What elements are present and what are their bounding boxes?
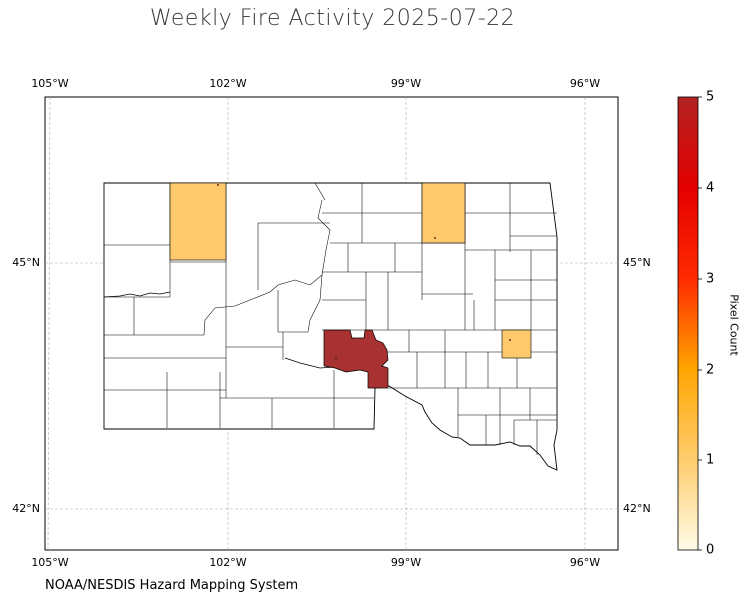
lon-tick-bottom: 105°W: [31, 556, 69, 569]
colorbar-tick: 3: [706, 271, 715, 287]
colorbar-tick: 4: [706, 180, 715, 196]
fire-dot: [217, 184, 219, 186]
colorbar-tick: 2: [706, 362, 715, 378]
colorbar-tick: 5: [706, 89, 715, 105]
lon-tick-bottom: 102°W: [209, 556, 247, 569]
lat-tick-right: 45°N: [623, 256, 651, 269]
colorbar-tick: 0: [706, 542, 715, 558]
lon-tick-bottom: 96°W: [569, 556, 601, 569]
lat-tick-left: 45°N: [12, 256, 40, 269]
fire-dot: [509, 339, 511, 341]
county-east-central-fire: [501, 329, 532, 359]
river-line-south: [284, 357, 336, 369]
colorbar-label: Pixel Count: [727, 294, 741, 356]
fire-dot: [434, 237, 436, 239]
lon-tick-top: 96°W: [569, 77, 601, 90]
county-northwest-fire: [169, 182, 227, 261]
county-north-central-fire: [421, 182, 466, 244]
lon-tick-bottom: 99°W: [390, 556, 422, 569]
colorbar: [677, 96, 699, 551]
colorbar-tickmarks: [698, 96, 702, 551]
river-line: [103, 291, 171, 298]
colorbar-tick: 1: [706, 452, 715, 468]
county-central-fire: [323, 329, 389, 389]
lat-tick-left: 42°N: [12, 502, 40, 515]
lat-tick-right: 42°N: [623, 502, 651, 515]
credit-text: NOAA/NESDIS Hazard Mapping System: [45, 578, 299, 593]
lon-tick-top: 105°W: [31, 77, 69, 90]
map-title: Weekly Fire Activity 2025-07-22: [149, 6, 516, 31]
lon-tick-top: 99°W: [390, 77, 422, 90]
lon-tick-top: 102°W: [209, 77, 247, 90]
fire-dot: [334, 356, 338, 360]
fire-detections: [217, 184, 511, 360]
meridian-105w: [47, 96, 51, 551]
